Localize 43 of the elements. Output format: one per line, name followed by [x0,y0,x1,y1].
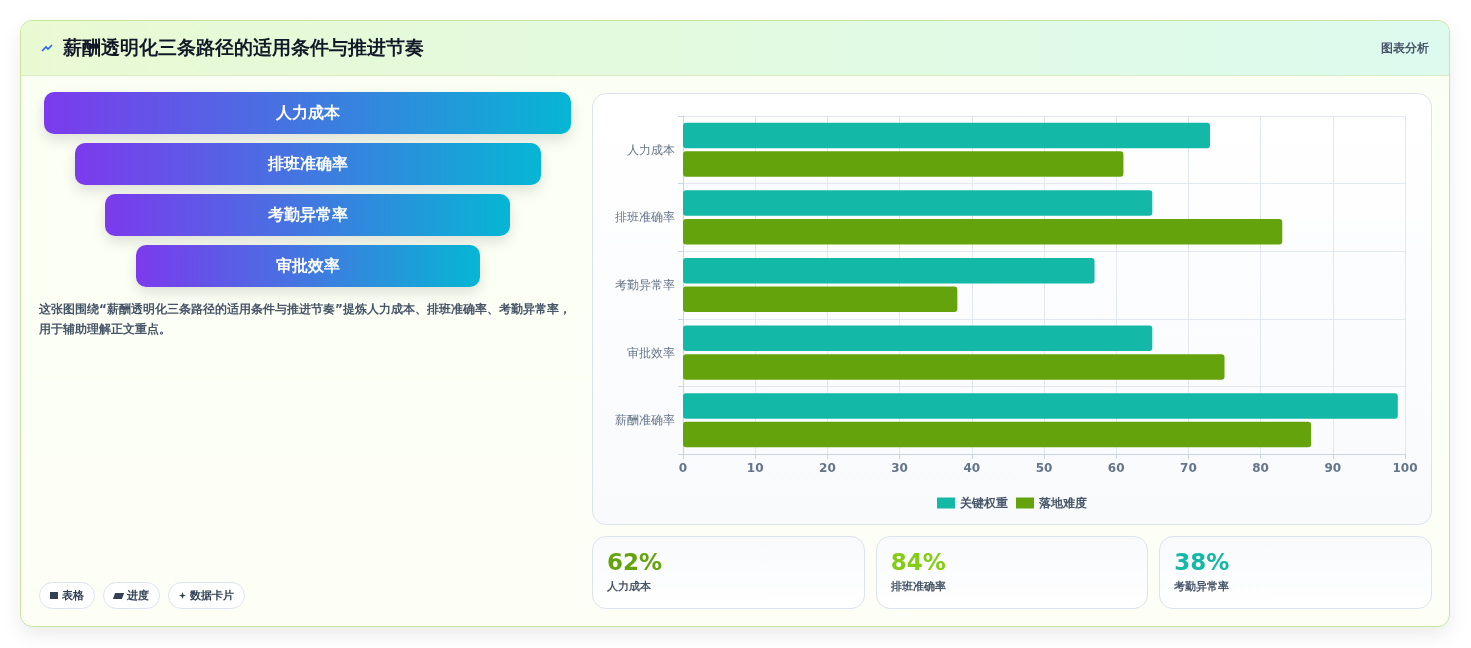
bar [683,421,1312,448]
text: 62% [607,549,664,575]
text: 表格 [39,582,95,609]
text: 这张图围绕“薪酬透明化三条路径的适用条件与推进节奏”提炼人力成本、排班准确率、考勤异常率，用于辅助理解正文重点。 [39,301,572,338]
x-tick-label: 10 [746,461,764,475]
category-label: 排班准确率 [890,579,947,594]
legend-label: 关键权重 [959,496,1008,510]
bar [683,218,1283,245]
y-tick-label: 排班准确率 [615,210,675,225]
bar [683,393,1398,419]
y-tick-label: 审批效率 [627,345,675,360]
category-label: 考勤异常率 [1174,579,1231,594]
x-tick-label: 100 [1392,461,1418,475]
x-tick-label: 0 [678,461,688,475]
y-tick-label: 考勤异常率 [615,278,675,292]
bar [683,190,1153,216]
category-label: 审批效率 [135,245,480,287]
text: 薪酬透明化三条路径的适用条件与推进节奏 [63,35,425,60]
text: 进度 [103,582,160,609]
bar [683,325,1153,352]
legend-label: 落地难度 [1038,496,1087,510]
x-tick-label: 90 [1324,461,1342,475]
bar [683,257,1095,284]
bar [683,354,1225,380]
text: 数据卡片 [168,582,245,609]
category-label: 人力成本 [44,92,571,134]
text: 图表分析 [1381,39,1429,57]
x-tick-label: 40 [963,461,981,475]
category-label: 考勤异常率 [105,194,510,236]
text: 84% [890,549,947,575]
x-tick-label: 30 [891,461,908,475]
y-tick-label: 人力成本 [627,142,675,157]
x-tick-label: 20 [819,461,836,475]
x-tick-label: 70 [1180,461,1197,475]
x-tick-label: 60 [1107,461,1125,475]
bar [683,122,1211,149]
x-tick-label: 50 [1035,461,1053,475]
bar [683,151,1124,177]
text: 38% [1174,549,1231,575]
bar [683,286,958,313]
y-tick-label: 薪酬准确率 [615,413,675,428]
category-label: 排班准确率 [74,143,541,185]
x-tick-label: 80 [1252,461,1269,475]
